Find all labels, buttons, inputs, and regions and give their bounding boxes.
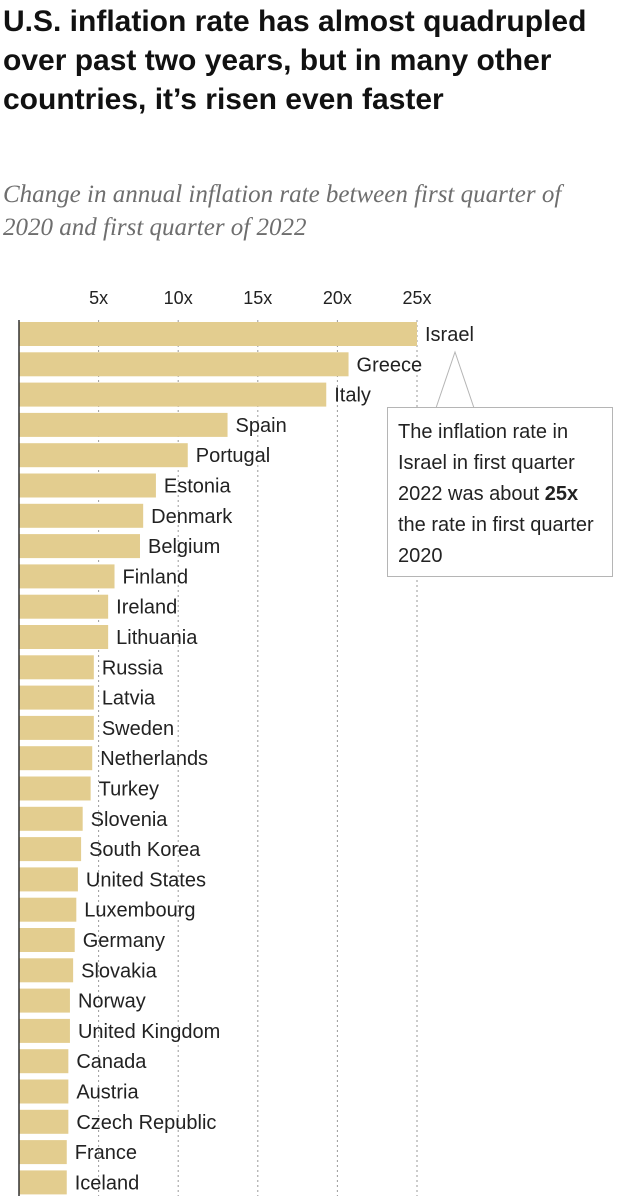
bar-label: Italy bbox=[334, 385, 371, 407]
chart-title: U.S. inflation rate has almost quadruple… bbox=[3, 5, 587, 116]
bar-south-korea bbox=[19, 837, 82, 862]
bar-label: Denmark bbox=[151, 506, 233, 528]
bar-label: Austria bbox=[76, 1082, 139, 1104]
bar-label: South Korea bbox=[89, 839, 201, 861]
bar-israel bbox=[19, 322, 417, 346]
bar-label: Turkey bbox=[99, 779, 159, 801]
bar-label: Canada bbox=[76, 1051, 147, 1073]
bar-russia bbox=[19, 655, 94, 680]
bar-denmark bbox=[19, 503, 144, 528]
bar-netherlands bbox=[19, 746, 93, 771]
bar-label: Spain bbox=[236, 415, 287, 437]
bar-estonia bbox=[19, 473, 156, 498]
bar-luxembourg bbox=[19, 897, 77, 922]
bar-slovakia bbox=[19, 958, 74, 983]
x-tick-label: 25x bbox=[402, 288, 431, 308]
bar-united-kingdom bbox=[19, 1018, 70, 1043]
bar-latvia bbox=[19, 685, 94, 710]
x-tick-label: 20x bbox=[323, 288, 352, 308]
bar-turkey bbox=[19, 776, 91, 801]
bar-label: Germany bbox=[83, 930, 165, 952]
bar-portugal bbox=[19, 443, 188, 468]
callout-text: The inflation rate in Israel in first qu… bbox=[398, 421, 575, 505]
bar-label: Latvia bbox=[102, 688, 156, 710]
bar-label: Ireland bbox=[116, 597, 177, 619]
bar-ireland bbox=[19, 594, 109, 619]
bar-france bbox=[19, 1140, 67, 1165]
callout-text-end: the rate in first quarter 2020 bbox=[398, 514, 594, 567]
bar-label: Iceland bbox=[75, 1172, 140, 1194]
bar-label: Lithuania bbox=[116, 627, 198, 649]
bar-label: Portugal bbox=[196, 445, 271, 467]
bar-norway bbox=[19, 988, 70, 1013]
bar-label: Czech Republic bbox=[76, 1112, 216, 1134]
bar-austria bbox=[19, 1079, 69, 1104]
bar-label: Belgium bbox=[148, 536, 220, 558]
bar-label: Norway bbox=[78, 991, 146, 1013]
bar-iceland bbox=[19, 1170, 67, 1195]
bar-label: Estonia bbox=[164, 476, 232, 498]
bar-united-states bbox=[19, 867, 78, 892]
bar-label: Sweden bbox=[102, 718, 174, 740]
bar-label: Luxembourg bbox=[84, 900, 195, 922]
bar-germany bbox=[19, 928, 75, 952]
x-axis-ticks: 5x 10x 15x 20x 25x bbox=[89, 288, 431, 308]
bar-label: United States bbox=[86, 869, 206, 891]
x-tick-label: 15x bbox=[243, 288, 272, 308]
x-tick-label: 5x bbox=[89, 288, 108, 308]
bar-label: France bbox=[75, 1142, 137, 1164]
bar-label: United Kingdom bbox=[78, 1021, 220, 1043]
bar-label: Slovenia bbox=[91, 809, 169, 831]
israel-callout: The inflation rate in Israel in first qu… bbox=[387, 407, 613, 577]
bar-italy bbox=[19, 382, 327, 407]
bar-label: Russia bbox=[102, 657, 164, 679]
bar-label: Slovakia bbox=[81, 960, 157, 982]
x-tick-label: 10x bbox=[164, 288, 193, 308]
bars bbox=[19, 322, 417, 1195]
bar-finland bbox=[19, 564, 115, 589]
bar-slovenia bbox=[19, 806, 83, 831]
bar-label: Finland bbox=[123, 566, 189, 588]
callout-pointer bbox=[435, 350, 475, 409]
bar-label: Greece bbox=[357, 354, 423, 376]
bar-spain bbox=[19, 412, 228, 437]
bar-czech-republic bbox=[19, 1109, 69, 1134]
chart-subtitle: Change in annual inflation rate between … bbox=[3, 181, 562, 241]
bar-sweden bbox=[19, 715, 94, 740]
bar-label: Netherlands bbox=[100, 748, 208, 770]
bar-belgium bbox=[19, 534, 140, 559]
bar-label: Israel bbox=[425, 324, 474, 346]
bar-lithuania bbox=[19, 625, 109, 649]
bar-canada bbox=[19, 1049, 69, 1074]
callout-bold-value: 25x bbox=[544, 483, 579, 505]
bar-greece bbox=[19, 352, 349, 377]
